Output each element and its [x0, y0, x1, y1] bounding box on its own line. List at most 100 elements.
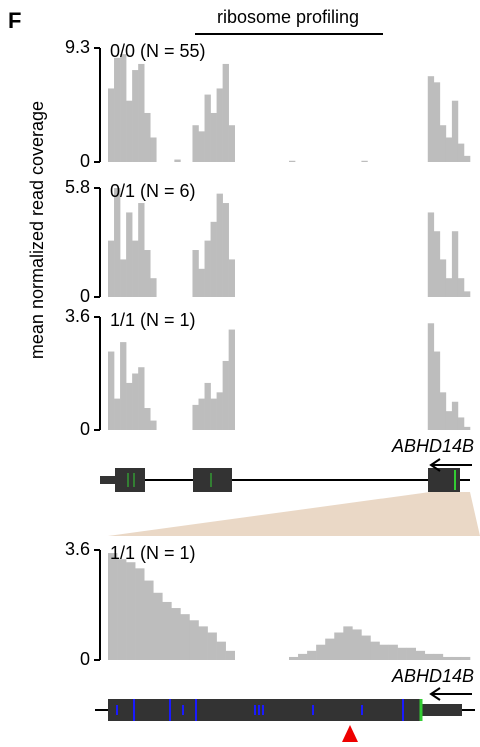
coverage-bar	[406, 647, 416, 660]
coverage-bar	[144, 112, 151, 162]
coverage-bar	[204, 240, 211, 297]
coverage-bar	[361, 160, 368, 162]
coverage-bar	[108, 88, 115, 162]
coverage-bar	[210, 221, 217, 297]
coverage-bar	[132, 70, 139, 162]
coverage-bar	[451, 100, 459, 162]
coverage-bar	[451, 401, 459, 430]
coverage-bar	[216, 193, 223, 297]
coverage-bar	[132, 373, 139, 430]
coverage-bar	[289, 656, 299, 660]
coverage-bar	[114, 398, 121, 430]
coverage-bar	[210, 398, 217, 430]
coverage-bar	[298, 653, 308, 660]
coverage-bar	[207, 632, 217, 660]
zoom-wedge	[108, 492, 480, 536]
coverage-bar	[204, 382, 211, 430]
coverage-bar	[228, 125, 235, 162]
coverage-bar	[433, 82, 441, 162]
coverage-bar	[144, 408, 151, 430]
coverage-bar	[388, 644, 398, 660]
coverage-bar	[451, 656, 462, 660]
coverage-bar	[451, 231, 459, 297]
gene-model	[95, 687, 475, 742]
coverage-bar	[460, 656, 471, 660]
coverage-bar	[204, 94, 211, 162]
coverage-bar	[307, 650, 317, 660]
coverage-bar	[228, 329, 235, 430]
coverage-bar	[180, 614, 190, 660]
y-axis-label: mean normalized read coverage	[27, 101, 47, 359]
coverage-bar	[433, 653, 444, 660]
coverage-bar	[198, 398, 205, 430]
coverage-bar	[150, 278, 157, 297]
y-tick-label: 9.3	[65, 37, 90, 57]
coverage-bar	[325, 638, 335, 660]
coverage-bar	[427, 323, 435, 430]
coverage-bar	[397, 647, 407, 660]
coverage-bar	[120, 54, 127, 163]
coverage-bar	[222, 203, 229, 297]
coverage-bar	[424, 653, 435, 660]
coverage-bar	[379, 644, 389, 660]
coverage-bar	[138, 367, 145, 430]
coverage-bar	[126, 382, 133, 430]
coverage-bar	[144, 580, 154, 660]
coverage-bar	[135, 568, 145, 660]
header: ribosome profiling	[217, 7, 359, 27]
coverage-bar	[138, 63, 145, 162]
coverage-bar	[120, 259, 127, 297]
coverage-bar	[108, 553, 118, 660]
coverage-bar	[433, 231, 441, 297]
coverage-bar	[370, 641, 380, 660]
coverage-bar	[150, 420, 157, 430]
coverage-bar	[439, 259, 447, 297]
coverage-bar	[108, 240, 115, 297]
coverage-bar	[216, 88, 223, 162]
gene-label: ABHD14B	[391, 666, 474, 686]
coverage-bar	[457, 143, 465, 162]
coverage-bar	[126, 100, 133, 162]
coverage-bar	[162, 601, 172, 660]
y-tick-label: 3.6	[65, 306, 90, 326]
y-tick-label: 5.8	[65, 177, 90, 197]
coverage-bar	[445, 278, 453, 297]
coverage-bar	[171, 608, 181, 660]
coverage-bar	[433, 351, 441, 430]
coverage-bar	[117, 559, 127, 660]
coverage-bar	[415, 650, 426, 660]
coverage-bar	[427, 212, 435, 297]
coverage-bar	[216, 392, 223, 430]
coverage-bar	[210, 112, 217, 162]
y-tick-label: 3.6	[65, 539, 90, 559]
coverage-bar	[316, 644, 326, 660]
coverage-bar	[138, 203, 145, 297]
coverage-bar	[427, 76, 435, 162]
y-tick-label: 0	[80, 286, 90, 306]
coverage-bar	[126, 562, 136, 660]
coverage-bar	[150, 137, 157, 162]
coverage-bar	[174, 159, 181, 162]
coverage-bar	[228, 259, 235, 297]
coverage-bar	[439, 125, 447, 162]
coverage-bar	[361, 635, 371, 660]
coverage-bar	[132, 240, 139, 297]
coverage-bar	[225, 650, 235, 660]
coverage-bar	[334, 632, 344, 660]
coverage-bar	[114, 188, 121, 297]
coverage-bar	[126, 212, 133, 297]
coverage-bar	[463, 291, 471, 297]
coverage-bar	[457, 417, 465, 430]
coverage-bar	[457, 278, 465, 297]
y-tick-label: 0	[80, 649, 90, 669]
panel-label: F	[8, 8, 21, 33]
track-title: 1/1 (N = 1)	[110, 310, 196, 330]
coverage-bar	[463, 155, 471, 162]
coverage-bar	[153, 592, 163, 660]
coverage-bar	[144, 250, 151, 297]
coverage-bar	[343, 626, 353, 660]
coverage-bar	[198, 131, 205, 162]
y-tick-label: 0	[80, 151, 90, 171]
coverage-bar	[445, 411, 453, 430]
